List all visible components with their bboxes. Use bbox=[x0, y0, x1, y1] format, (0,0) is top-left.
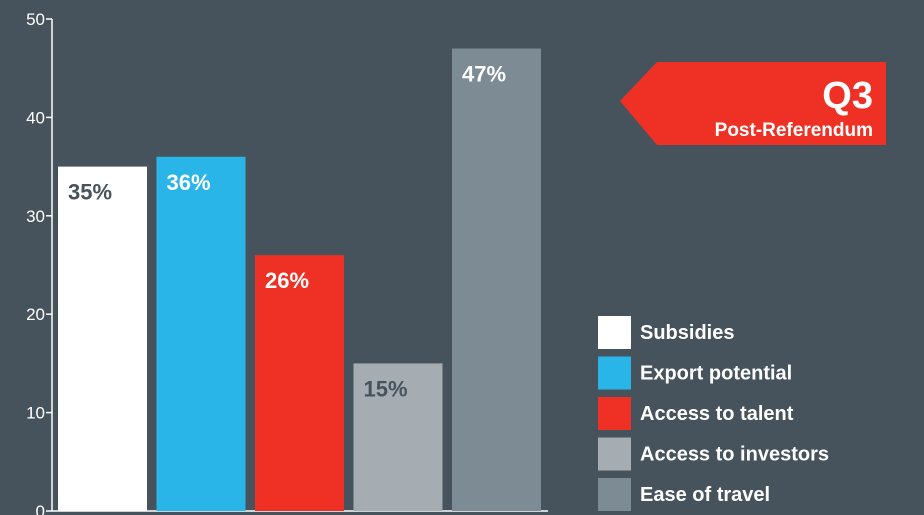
bar-access-to-talent bbox=[255, 255, 344, 511]
legend-swatch-export-potential bbox=[598, 356, 631, 390]
y-tick-label: 0 bbox=[36, 502, 45, 515]
badge-title: Q3 bbox=[822, 75, 873, 117]
y-tick-label: 20 bbox=[26, 305, 45, 324]
legend-swatch-access-to-talent bbox=[598, 397, 631, 430]
badge-arrow-shape bbox=[620, 62, 886, 145]
legend-swatch-subsidies bbox=[598, 316, 631, 349]
bar-label-access-to-investors: 15% bbox=[364, 376, 408, 401]
y-tick-label: 40 bbox=[26, 108, 45, 127]
bar-label-access-to-talent: 26% bbox=[265, 268, 309, 293]
legend-label-access-to-talent: Access to talent bbox=[640, 403, 794, 425]
y-tick-label: 30 bbox=[26, 207, 45, 226]
legend-swatch-ease-of-travel bbox=[598, 478, 631, 511]
bar-label-ease-of-travel: 47% bbox=[462, 62, 506, 87]
legend-label-subsidies: Subsidies bbox=[640, 322, 734, 344]
badge-subtitle: Post-Referendum bbox=[715, 120, 873, 141]
bar-label-subsidies: 35% bbox=[68, 180, 112, 205]
q3-badge: Q3 Post-Referendum bbox=[620, 62, 886, 145]
bar-access-to-investors bbox=[353, 363, 443, 511]
bar-label-export-potential: 36% bbox=[167, 170, 211, 195]
bar-export-potential bbox=[156, 156, 246, 511]
bars: 35% 36% 26% 15% 47% bbox=[58, 48, 541, 512]
bar-subsidies bbox=[58, 166, 147, 511]
y-tick-label: 10 bbox=[26, 404, 45, 423]
legend-swatch-access-to-investors bbox=[598, 437, 631, 471]
bar-ease-of-travel bbox=[452, 48, 541, 512]
legend-label-access-to-investors: Access to investors bbox=[640, 444, 829, 466]
y-tick-label: 50 bbox=[26, 10, 45, 29]
legend: Subsidies Export potential Access to talen… bbox=[598, 316, 829, 511]
legend-label-export-potential: Export potential bbox=[640, 363, 792, 385]
legend-label-ease-of-travel: Ease of travel bbox=[640, 484, 770, 506]
